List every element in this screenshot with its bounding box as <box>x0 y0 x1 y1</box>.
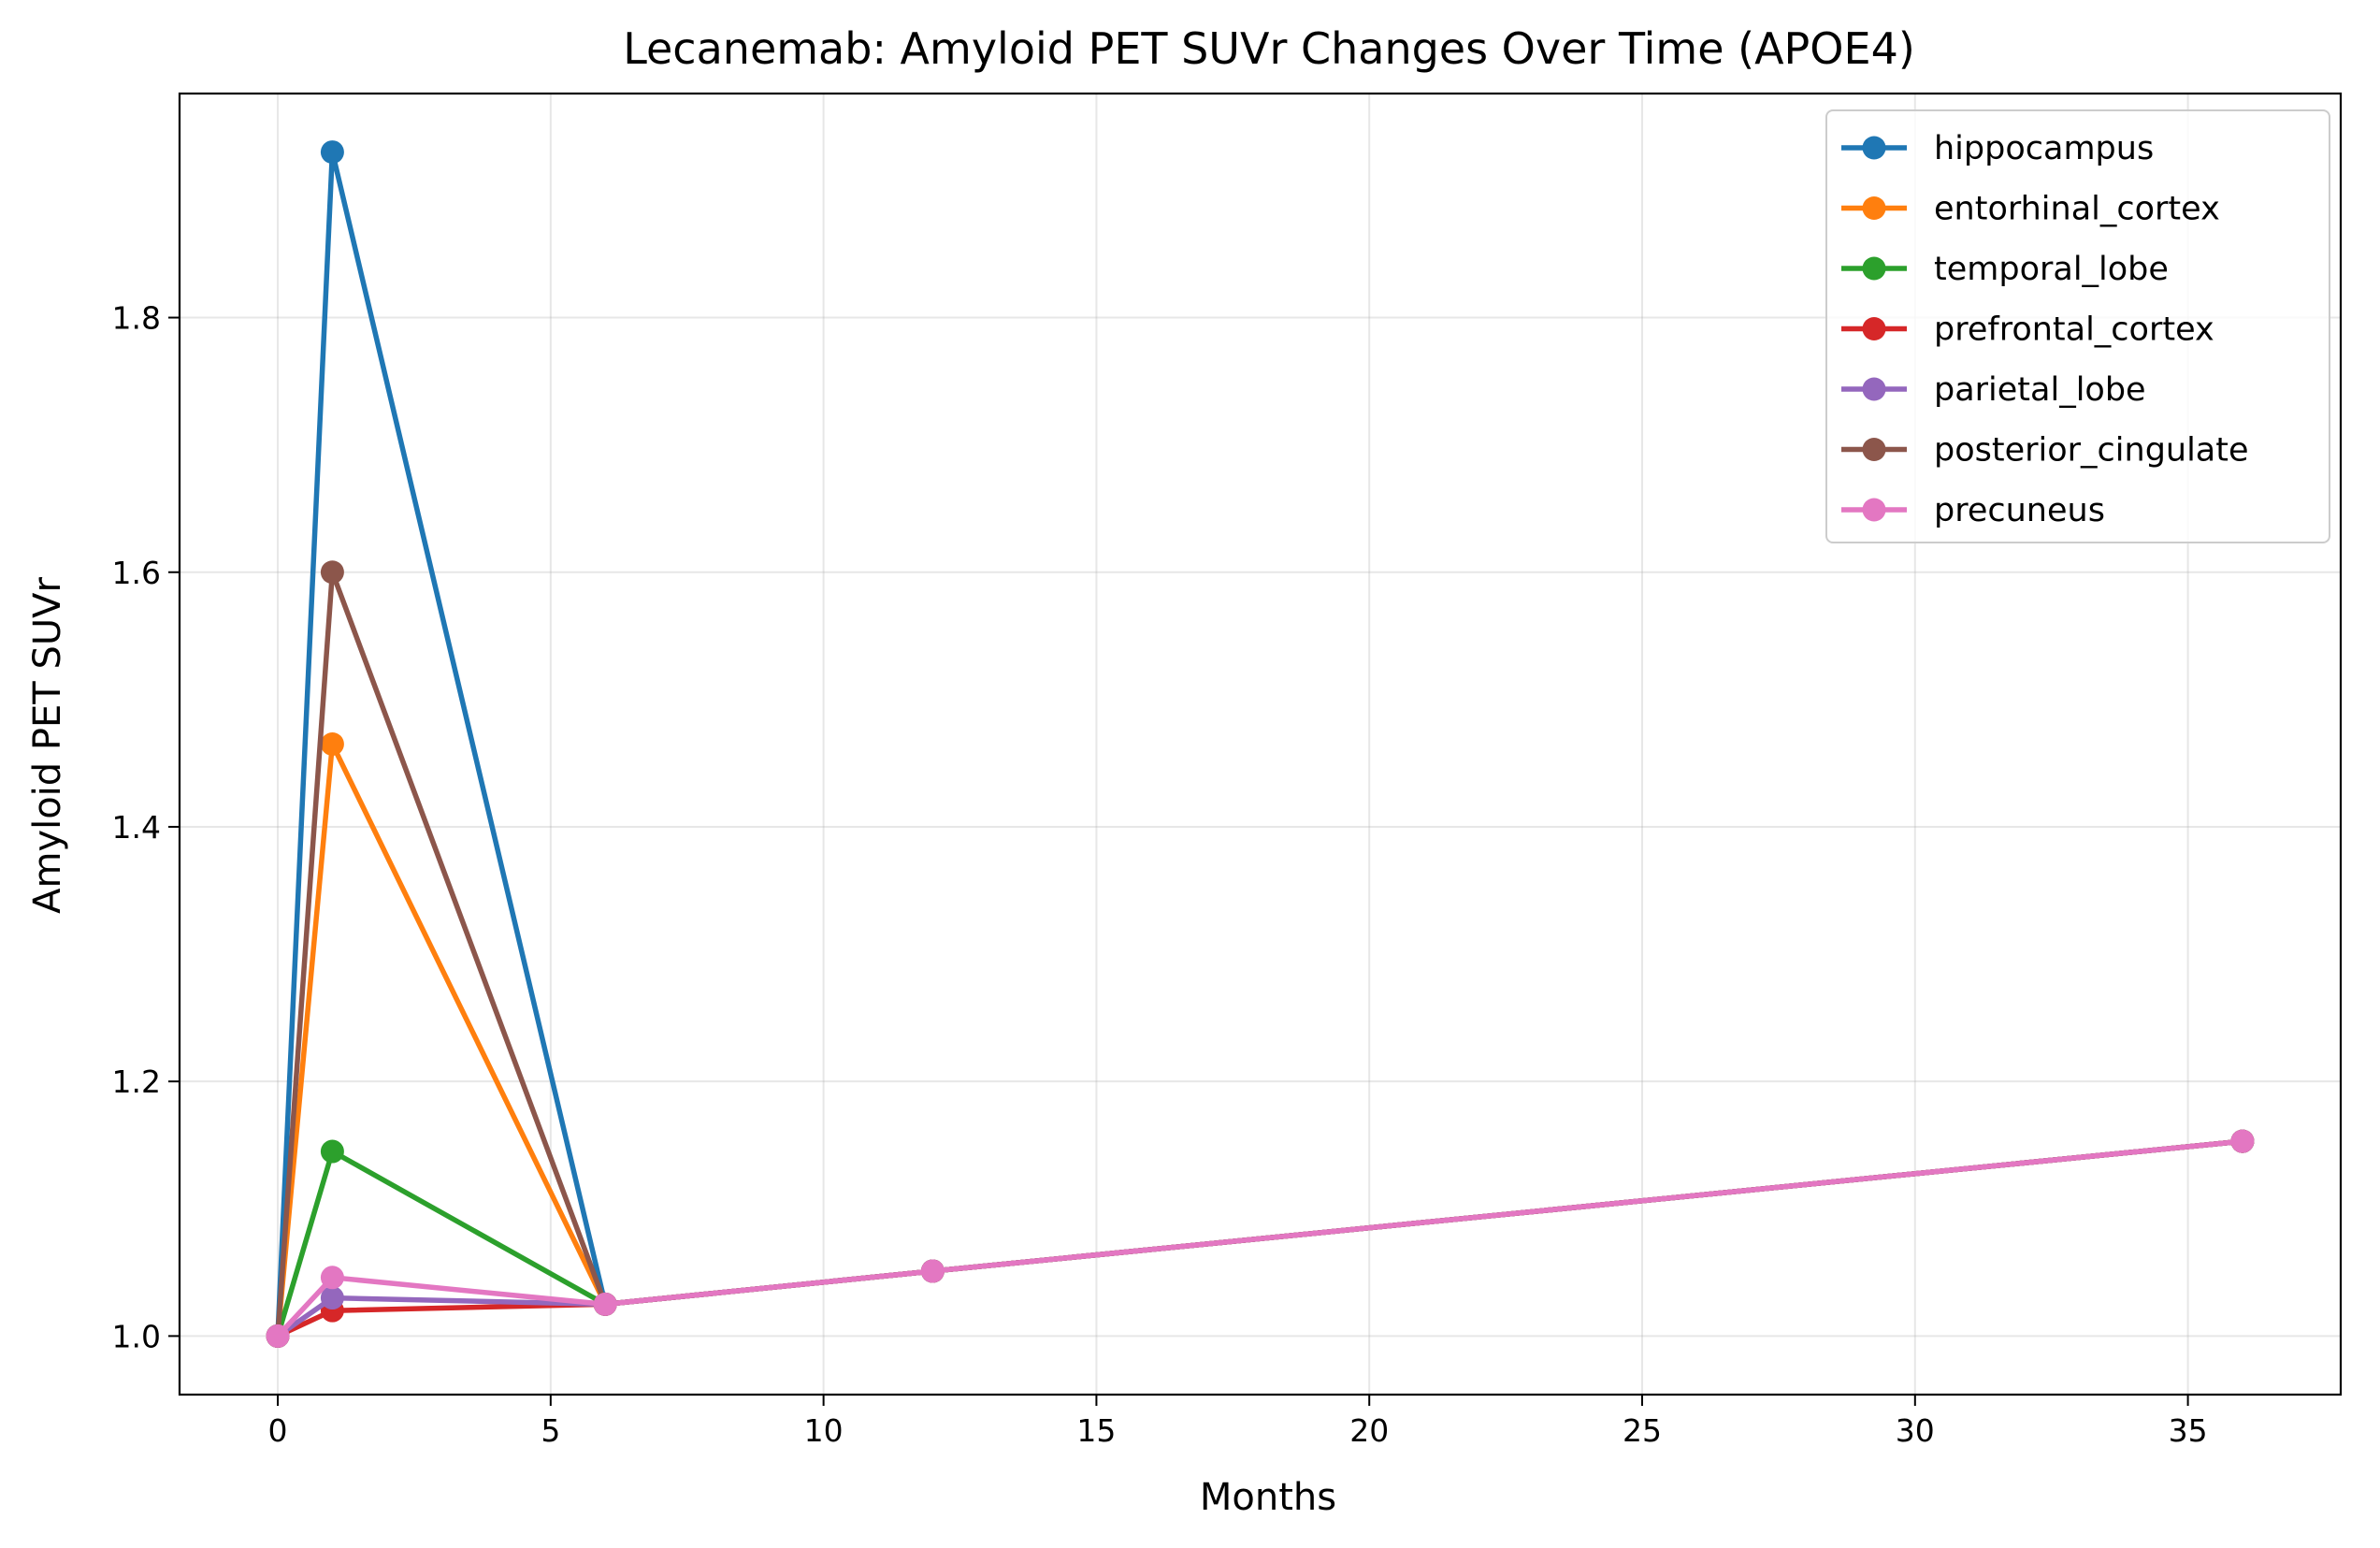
legend-label: entorhinal_cortex <box>1934 191 2220 228</box>
data-point <box>266 1324 290 1348</box>
legend-marker <box>1862 498 1886 522</box>
legend-label: precuneus <box>1934 492 2105 529</box>
legend-label: parietal_lobe <box>1934 371 2146 409</box>
x-tick-label: 0 <box>268 1412 288 1449</box>
legend-label: prefrontal_cortex <box>1934 311 2214 349</box>
legend-item: posterior_cingulate <box>1841 432 2249 470</box>
legend-label: hippocampus <box>1934 130 2154 167</box>
x-tick-label: 25 <box>1623 1412 1662 1449</box>
legend-marker <box>1862 196 1886 220</box>
legend-item: parietal_lobe <box>1841 371 2146 409</box>
x-tick-label: 10 <box>804 1412 844 1449</box>
legend: hippocampus entorhinal_cortex temporal_lob… <box>1825 109 2330 543</box>
legend-label: posterior_cingulate <box>1934 432 2249 470</box>
legend-marker <box>1862 256 1886 281</box>
x-tick-label: 30 <box>1896 1412 1935 1449</box>
x-tick-label: 20 <box>1349 1412 1389 1449</box>
data-series <box>266 140 2255 1348</box>
y-tick-label: 1.0 <box>112 1318 161 1354</box>
legend-label: temporal_lobe <box>1934 251 2169 288</box>
data-point <box>320 560 344 585</box>
series-precuneus <box>266 1129 2255 1348</box>
plot-frame <box>178 92 2343 1396</box>
legend-item: precuneus <box>1841 492 2105 529</box>
y-axis-label: Amyloid PET SUVr <box>26 577 69 914</box>
chart-title: Lecanemab: Amyloid PET SUVr Changes Over… <box>623 23 1915 74</box>
legend-item: prefrontal_cortex <box>1841 311 2214 349</box>
data-point <box>320 140 344 165</box>
data-point <box>320 1266 344 1290</box>
data-point <box>2230 1129 2255 1153</box>
legend-marker <box>1862 317 1886 340</box>
x-tick-label: 5 <box>541 1412 560 1449</box>
legend-marker <box>1862 438 1886 461</box>
x-tick-label: 35 <box>2169 1412 2208 1449</box>
y-tick-label: 1.2 <box>112 1063 161 1100</box>
y-tick-label: 1.8 <box>112 300 161 337</box>
legend-item: entorhinal_cortex <box>1841 191 2220 228</box>
x-axis-label: Months <box>1200 1476 1336 1519</box>
data-point <box>920 1259 945 1283</box>
y-tick-label: 1.6 <box>112 555 161 591</box>
legend-marker <box>1862 136 1886 160</box>
data-point <box>320 1139 344 1164</box>
axes: 0 5 10 15 20 25 30 35 1.0 1.2 1.4 1.6 1.8 <box>112 300 2208 1449</box>
legend-marker <box>1862 377 1886 401</box>
data-point <box>593 1292 617 1316</box>
legend-item: hippocampus <box>1841 130 2154 167</box>
legend-item: temporal_lobe <box>1841 251 2169 288</box>
data-point <box>320 1286 344 1310</box>
data-point <box>320 732 344 756</box>
y-tick-label: 1.4 <box>112 809 161 846</box>
legend-box <box>1825 109 2330 543</box>
x-tick-label: 15 <box>1076 1412 1116 1449</box>
